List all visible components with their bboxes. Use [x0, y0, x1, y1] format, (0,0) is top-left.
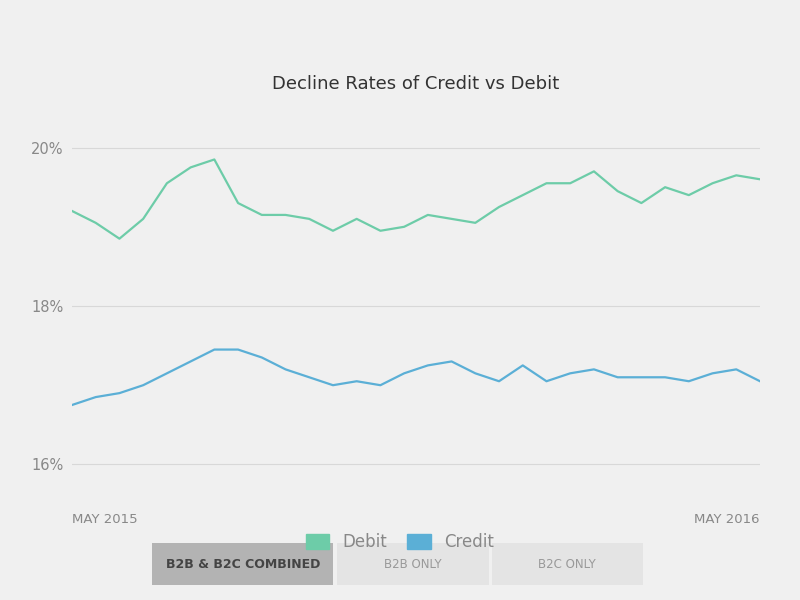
Text: B2B & B2C COMBINED: B2B & B2C COMBINED — [166, 557, 320, 571]
Text: B2B ONLY: B2B ONLY — [384, 557, 442, 571]
FancyBboxPatch shape — [492, 543, 643, 585]
Text: MAY 2016: MAY 2016 — [694, 513, 760, 526]
Legend: Debit, Credit: Debit, Credit — [306, 533, 494, 551]
Text: MAY 2015: MAY 2015 — [72, 513, 138, 526]
FancyBboxPatch shape — [338, 543, 489, 585]
Title: Decline Rates of Credit vs Debit: Decline Rates of Credit vs Debit — [272, 74, 560, 92]
Text: B2C ONLY: B2C ONLY — [538, 557, 596, 571]
FancyBboxPatch shape — [152, 543, 334, 585]
